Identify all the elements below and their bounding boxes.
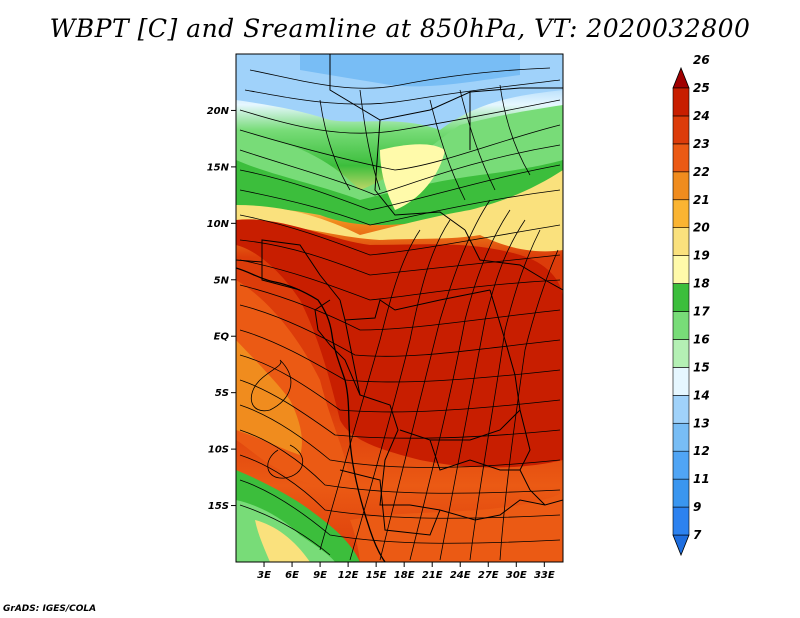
lat-label: 5N — [214, 275, 230, 286]
lon-label: 27E — [478, 570, 499, 581]
colorbar-swatch — [672, 283, 690, 312]
colorbar-level-label: 14 — [693, 388, 710, 402]
colorbar-swatch — [672, 311, 690, 340]
colorbar-swatch — [672, 395, 690, 424]
coastline — [236, 267, 386, 562]
colorbar-level-label: 20 — [693, 221, 710, 235]
lon-label: 12E — [338, 570, 359, 581]
colorbar-level-label: 22 — [693, 165, 710, 179]
colorbar-level-label: 11 — [693, 472, 710, 486]
lon-label: 24E — [450, 570, 471, 581]
lat-label: EQ — [214, 332, 230, 343]
latitude-axis: 20N 15N 10N 5N EQ 5S 10S 15S — [207, 106, 236, 512]
colorbar-swatch — [672, 171, 690, 201]
colorbar-level-label: 12 — [693, 444, 710, 458]
lon-label: 18E — [394, 570, 415, 581]
colorbar-swatch — [672, 199, 690, 228]
colorbar-swatch — [672, 227, 690, 256]
grads-credit: GrADS: IGES/COLA — [3, 604, 97, 614]
colorbar-swatch — [672, 115, 690, 145]
colorbar-level-label: 23 — [693, 137, 710, 151]
temperature-field — [236, 54, 563, 562]
lat-label: 10S — [208, 445, 229, 456]
colorbar-swatch — [672, 255, 690, 284]
lon-label: 3E — [257, 570, 271, 581]
longitude-axis: 3E 6E 9E 12E 15E 18E 21E 24E 27E 30E 33E — [257, 562, 555, 581]
colorbar-level-label: 25 — [693, 81, 710, 95]
colorbar-swatch — [672, 143, 690, 173]
colorbar-level-label: 13 — [693, 416, 710, 430]
lat-label: 15N — [207, 162, 230, 173]
lon-label: 33E — [534, 570, 555, 581]
colorbar-level-label: 15 — [693, 360, 710, 374]
colorbar-swatch — [672, 506, 690, 536]
lat-label: 10N — [207, 219, 230, 230]
colorbar-low-arrow — [672, 534, 690, 557]
colorbar-level-label: 16 — [693, 332, 710, 346]
map-frame — [235, 53, 564, 563]
country-boundaries — [236, 54, 563, 536]
colorbar-level-label: 7 — [693, 528, 702, 542]
colorbar-swatch — [672, 422, 690, 452]
lon-label: 21E — [422, 570, 443, 581]
colorbar-level-label: 26 — [693, 53, 710, 67]
lat-label: 5S — [215, 388, 229, 399]
colorbar-level-label: 18 — [693, 277, 710, 291]
colorbar-level-label: 9 — [693, 500, 701, 514]
lon-label: 30E — [506, 570, 527, 581]
colorbar-level-label: 21 — [693, 193, 710, 207]
streamlines — [239, 67, 561, 561]
colorbar: 7 9 11 12 13 14 15 16 17 18 19 20 21 22 23 24 25 26 — [672, 53, 710, 557]
lon-label: 15E — [366, 570, 387, 581]
colorbar-swatch — [672, 339, 690, 368]
colorbar-level-label: 17 — [693, 305, 710, 319]
colorbar-level-label: 19 — [693, 249, 710, 263]
lon-label: 9E — [313, 570, 327, 581]
colorbar-swatch — [672, 367, 690, 396]
colorbar-swatch — [672, 478, 690, 508]
colorbar-swatch — [672, 87, 690, 117]
lon-label: 6E — [285, 570, 299, 581]
colorbar-high-arrow — [672, 66, 690, 89]
lat-label: 15S — [208, 501, 229, 512]
lat-label: 20N — [207, 106, 230, 117]
colorbar-swatch — [672, 450, 690, 480]
map-title: WBPT [C] and Sreamline at 850hPa, VT: 20… — [49, 14, 751, 43]
colorbar-level-label: 24 — [693, 109, 710, 123]
